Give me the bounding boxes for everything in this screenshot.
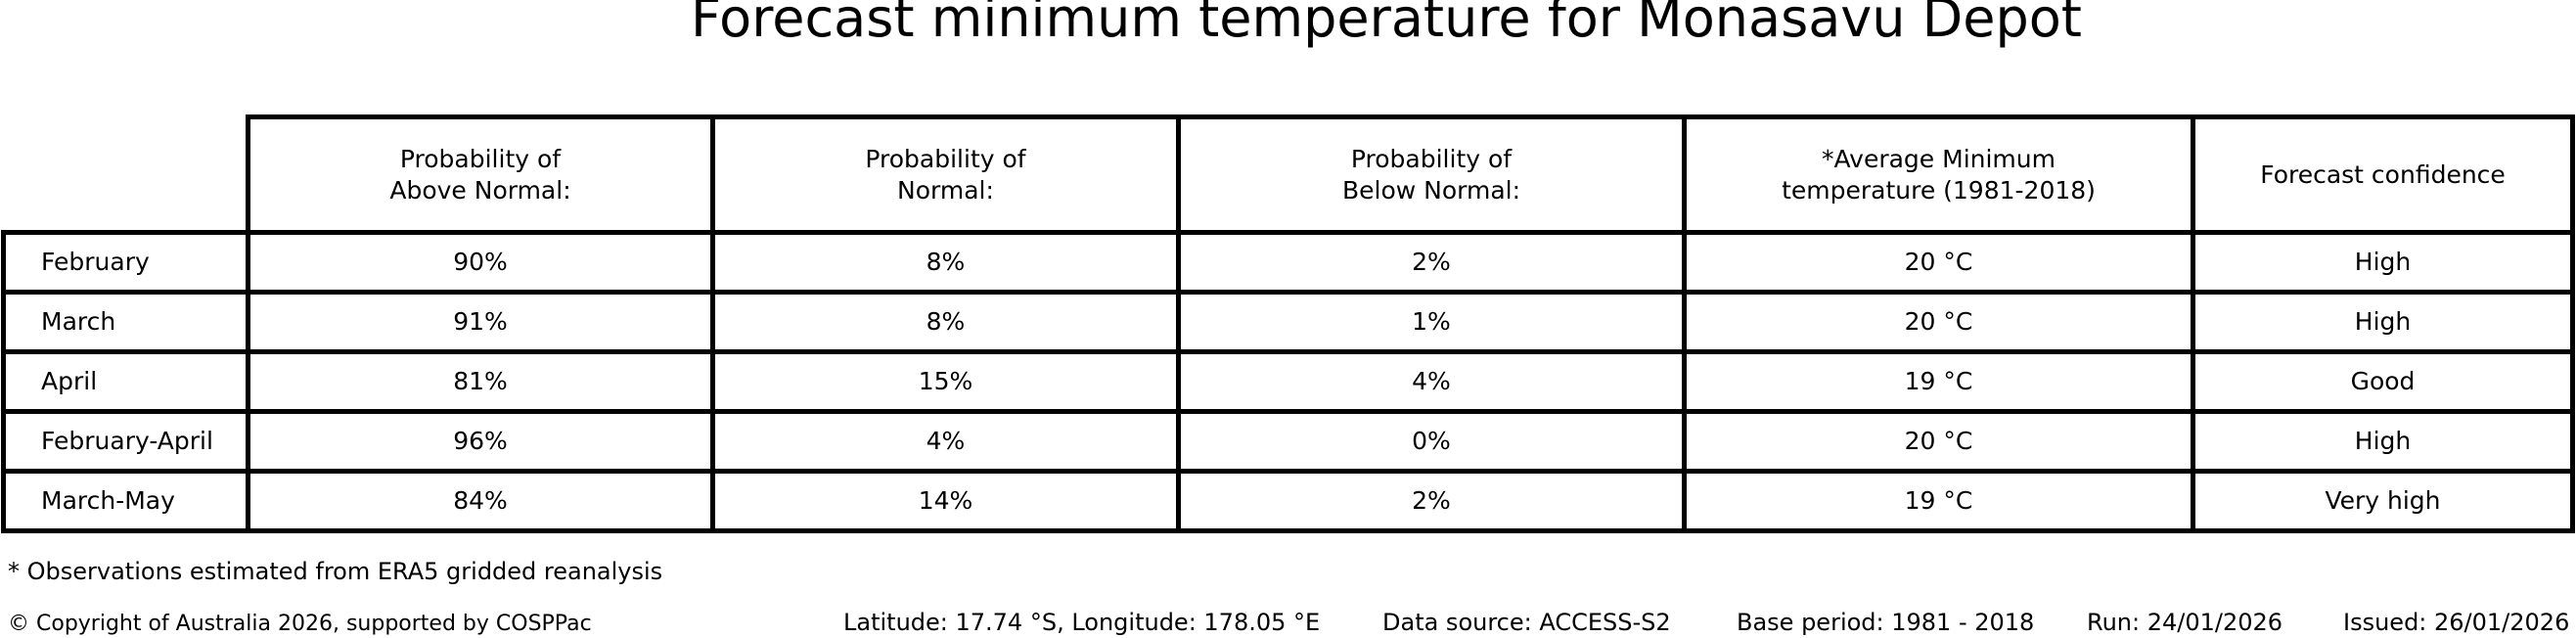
column-header-above-normal: Probability of Above Normal: bbox=[246, 114, 715, 235]
copyright-text: © Copyright of Australia 2026, supported… bbox=[8, 612, 592, 636]
forecast-table-container: Probability of Above Normal: Probability… bbox=[1, 114, 2575, 533]
run-date-text: Run: 24/01/2026 bbox=[2087, 609, 2283, 636]
cell-confidence: High bbox=[2191, 290, 2575, 354]
latitude-longitude-text: Latitude: 17.74 °S, Longitude: 178.05 °E bbox=[843, 609, 1321, 636]
cell-above-normal: 96% bbox=[246, 409, 715, 474]
cell-average-minimum: 19 °C bbox=[1682, 349, 2195, 414]
cell-average-minimum: 20 °C bbox=[1682, 230, 2195, 295]
table-header-row: Probability of Above Normal: Probability… bbox=[3, 114, 2575, 235]
data-source-text: Data source: ACCESS-S2 bbox=[1382, 609, 1671, 636]
table-row-february: February 90% 8% 2% 20 °C High bbox=[1, 230, 2575, 295]
cell-below-normal: 1% bbox=[1176, 290, 1687, 354]
page-title: Forecast minimum temperature for Monasav… bbox=[691, 0, 2082, 49]
row-label: March bbox=[1, 290, 250, 354]
cell-average-minimum: 19 °C bbox=[1682, 469, 2195, 533]
column-header-average-minimum: *Average Minimum temperature (1981-2018) bbox=[1682, 114, 2195, 235]
row-label: February bbox=[1, 230, 250, 295]
issued-date-text: Issued: 26/01/2026 bbox=[2343, 609, 2570, 636]
table-corner-cell bbox=[3, 116, 249, 233]
cell-average-minimum: 20 °C bbox=[1682, 409, 2195, 474]
row-label: March-May bbox=[1, 469, 250, 533]
cell-above-normal: 90% bbox=[246, 230, 715, 295]
cell-above-normal: 81% bbox=[246, 349, 715, 414]
table-row-february-april: February-April 96% 4% 0% 20 °C High bbox=[1, 409, 2575, 474]
cell-below-normal: 0% bbox=[1176, 409, 1687, 474]
column-header-normal: Probability of Normal: bbox=[710, 114, 1181, 235]
cell-normal: 8% bbox=[710, 230, 1181, 295]
cell-above-normal: 84% bbox=[246, 469, 715, 533]
cell-average-minimum: 20 °C bbox=[1682, 290, 2195, 354]
cell-normal: 8% bbox=[710, 290, 1181, 354]
cell-normal: 15% bbox=[710, 349, 1181, 414]
cell-confidence: Very high bbox=[2191, 469, 2575, 533]
cell-above-normal: 91% bbox=[246, 290, 715, 354]
column-header-forecast-confidence: Forecast confidence bbox=[2191, 114, 2575, 235]
cell-normal: 4% bbox=[710, 409, 1181, 474]
observations-footnote: * Observations estimated from ERA5 gridd… bbox=[8, 558, 663, 585]
cell-confidence: High bbox=[2191, 409, 2575, 474]
cell-below-normal: 2% bbox=[1176, 230, 1687, 295]
column-header-below-normal: Probability of Below Normal: bbox=[1176, 114, 1687, 235]
forecast-table: Probability of Above Normal: Probability… bbox=[1, 114, 2575, 533]
row-label: February-April bbox=[1, 409, 250, 474]
cell-confidence: High bbox=[2191, 230, 2575, 295]
cell-normal: 14% bbox=[710, 469, 1181, 533]
cell-below-normal: 2% bbox=[1176, 469, 1687, 533]
table-row-march-may: March-May 84% 14% 2% 19 °C Very high bbox=[1, 469, 2575, 533]
row-label: April bbox=[1, 349, 250, 414]
table-row-march: March 91% 8% 1% 20 °C High bbox=[1, 290, 2575, 354]
base-period-text: Base period: 1981 - 2018 bbox=[1737, 609, 2035, 636]
cell-below-normal: 4% bbox=[1176, 349, 1687, 414]
table-row-april: April 81% 15% 4% 19 °C Good bbox=[1, 349, 2575, 414]
cell-confidence: Good bbox=[2191, 349, 2575, 414]
